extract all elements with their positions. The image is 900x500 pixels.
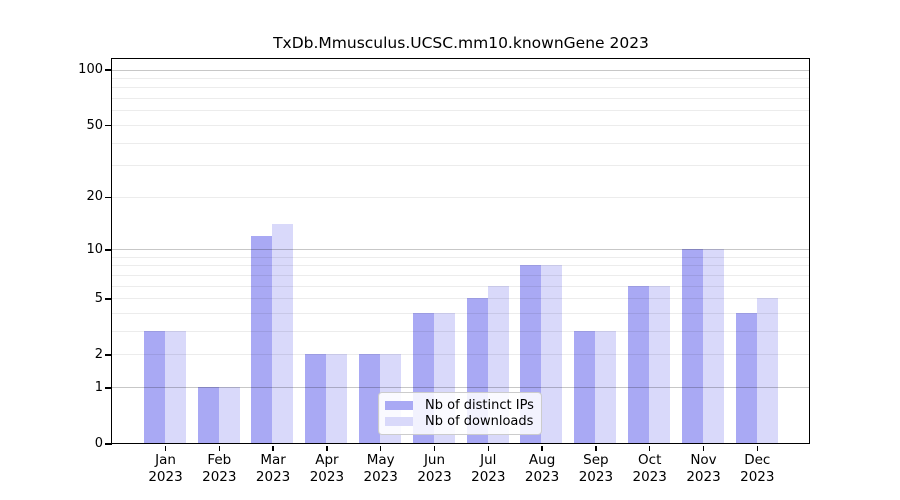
bar-nb-of-distinct-ips-dec <box>735 312 757 444</box>
y-tick-label-100: 100 <box>78 62 103 78</box>
y-tick-label-0: 0 <box>94 436 103 451</box>
bar-nb-of-downloads-feb <box>218 387 240 444</box>
gridline-minor-90 <box>112 77 810 79</box>
x-tick-label-feb: Feb 2023 <box>202 452 237 485</box>
x-tick-label-oct: Oct 2023 <box>632 452 667 485</box>
bar-nb-of-distinct-ips-oct <box>628 285 650 444</box>
gridline-major-100 <box>112 69 810 71</box>
legend-label-downloads: Nb of downloads <box>425 414 534 430</box>
y-tick-label-50: 50 <box>86 117 103 133</box>
y-tick-5 <box>105 298 112 300</box>
y-tick-1 <box>105 387 112 389</box>
gridline-minor-60 <box>112 110 810 112</box>
gridline-minor-6 <box>112 285 810 287</box>
legend-item-distinct-ips: Nb of distinct IPs <box>385 398 537 413</box>
bar-nb-of-downloads-sep <box>595 331 617 444</box>
y-tick-50 <box>105 124 112 127</box>
legend-swatch-distinct-ips <box>385 400 413 410</box>
bar-nb-of-downloads-mar <box>272 224 294 444</box>
y-tick-label-5: 5 <box>94 290 103 306</box>
bar-nb-of-distinct-ips-mar <box>251 235 273 444</box>
bar-nb-of-distinct-ips-may <box>359 354 381 444</box>
gridline-minor-70 <box>112 98 810 100</box>
legend-swatch-downloads <box>385 417 413 427</box>
bar-nb-of-distinct-ips-apr <box>305 354 327 444</box>
y-tick-label-1: 1 <box>94 379 103 395</box>
bar-nb-of-downloads-oct <box>649 285 671 444</box>
bar-nb-of-downloads-apr <box>326 354 348 444</box>
bar-nb-of-distinct-ips-feb <box>197 387 219 444</box>
x-tick-may <box>379 445 382 451</box>
x-tick-nov <box>702 445 705 451</box>
chart-title: TxDb.Mmusculus.UCSC.mm10.knownGene 2023 <box>273 34 649 52</box>
x-tick-label-may: May 2023 <box>363 452 398 485</box>
y-tick-0 <box>105 443 112 445</box>
x-tick-dec <box>756 445 759 451</box>
y-tick-label-20: 20 <box>86 189 103 205</box>
gridline-major-10 <box>112 249 810 251</box>
x-tick-sep <box>595 445 597 451</box>
gridline-major-1 <box>112 387 810 389</box>
x-tick-feb <box>218 445 221 451</box>
x-tick-label-jun: Jun 2023 <box>417 452 452 485</box>
x-tick-label-mar: Mar 2023 <box>255 452 291 485</box>
x-tick-label-sep: Sep 2023 <box>578 452 614 485</box>
x-tick-apr <box>326 445 328 451</box>
x-tick-oct <box>648 445 651 451</box>
x-tick-label-jan: Jan 2023 <box>148 452 183 485</box>
gridline-minor-3 <box>112 331 810 333</box>
gridline-minor-50 <box>112 124 810 126</box>
y-tick-10 <box>105 249 112 251</box>
plot-area <box>111 58 811 445</box>
y-tick-100 <box>105 69 112 71</box>
bar-nb-of-distinct-ips-nov <box>681 249 703 444</box>
x-tick-label-apr: Apr 2023 <box>309 452 345 485</box>
y-tick-label-10: 10 <box>86 241 103 257</box>
gridline-minor-5 <box>112 298 810 300</box>
x-tick-label-nov: Nov 2023 <box>686 452 721 485</box>
bar-nb-of-distinct-ips-jan <box>143 331 165 444</box>
gridline-minor-9 <box>112 256 810 258</box>
gridline-minor-20 <box>112 196 810 198</box>
gridline-minor-8 <box>112 265 810 267</box>
gridline-minor-4 <box>112 312 810 314</box>
x-tick-mar <box>272 445 274 451</box>
bar-nb-of-downloads-aug <box>541 265 563 444</box>
x-tick-jan <box>164 445 167 451</box>
x-tick-jun <box>433 445 436 451</box>
y-tick-label-2: 2 <box>94 347 103 362</box>
y-tick-2 <box>105 354 112 356</box>
y-tick-20 <box>105 196 112 199</box>
legend-label-distinct-ips: Nb of distinct IPs <box>425 397 534 413</box>
x-tick-label-dec: Dec 2023 <box>740 452 775 485</box>
bar-nb-of-downloads-jan <box>164 331 186 444</box>
x-tick-label-jul: Jul 2023 <box>471 452 506 485</box>
bar-nb-of-downloads-dec <box>756 298 778 444</box>
x-tick-jul <box>487 445 490 451</box>
legend-item-downloads: Nb of downloads <box>385 414 537 429</box>
gridline-minor-40 <box>112 142 810 144</box>
gridline-minor-2 <box>112 354 810 356</box>
gridline-minor-7 <box>112 274 810 276</box>
gridlines-layer <box>112 59 810 443</box>
x-tick-aug <box>541 445 543 451</box>
gridline-minor-80 <box>112 87 810 89</box>
bar-nb-of-downloads-nov <box>702 249 724 444</box>
bar-nb-of-distinct-ips-sep <box>574 331 596 444</box>
legend: Nb of distinct IPs Nb of downloads <box>378 392 542 435</box>
x-tick-label-aug: Aug 2023 <box>524 452 560 485</box>
gridline-minor-30 <box>112 165 810 167</box>
